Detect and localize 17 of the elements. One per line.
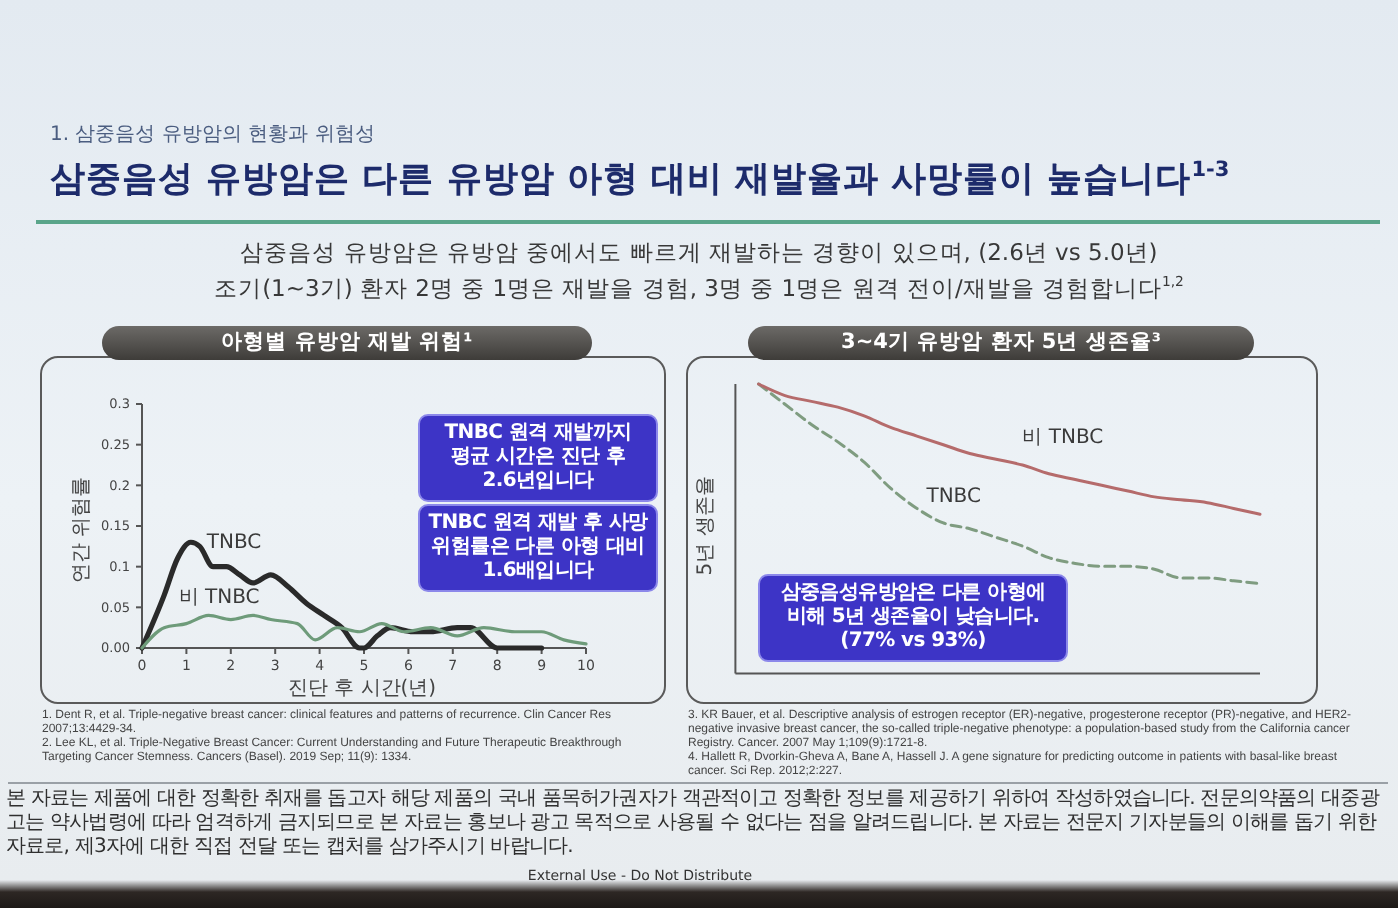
chart-title: 3~4기 유방암 환자 5년 생존율³ [748,326,1254,360]
annotation: TNBC 원격 재발까지 평균 시간은 진단 후 2.6년입니다 [418,414,658,502]
series-label: TNBC [204,531,262,554]
y-axis-title: 연간 위험률 [71,476,94,584]
text: 조기(1~3기) 환자 2명 중 1명은 재발을 경험, 3명 중 1명은 원격 전이/재발을 경험합니다$^{1,2}$ [212,274,1186,302]
series-label: TNBC [924,486,981,509]
text: 1. 삼중음성 유방암의 현황과 위험성 [50,122,375,148]
chart-title: 아형별 유방암 재발 위험¹ [102,326,592,360]
x-axis-title: 진단 후 시간(년) [287,678,437,700]
annotation: 삼중음성유방암은 다른 아형에 비해 5년 생존율이 낮습니다. (77% vs 93%) [758,574,1068,662]
series-label: 비 TNBC [1022,427,1104,450]
text: 삼중음성 유방암은 유방암 중에서도 빠르게 재발하는 경향이 있으며, (2.6년 vs 5.0년) [238,238,1160,266]
y-axis-title: 5년 생존율 [695,476,718,576]
text: 본 자료는 제품에 대한 정확한 취재를 돕고자 해당 제품의 국내 품목허가권자가 객관적이고 정확한 정보를 제공하기 위하여 작성하였습니다. 전문의약품의 대중광고는 약사법령에 따라 엄격하게 금지되므로 본 자료는 홍보나 광고 목적으로 사용될 수 없다는 점을 알려드립니다. 본 자료는 전문지 기자분들의 이해를 돕기 위한 자료로, 제3자에 대한 직접 전달 또는 캡처를 삼가주시기 바랍니다. [6,788,1382,860]
text: 삼중음성 유방암은 다른 유방암 아형 대비 재발율과 사망률이 높습니다$^{1-3}$ [50,156,1230,202]
annotation: TNBC 원격 재발 후 사망 위험률은 다른 아형 대비 1.6배입니다 [418,504,658,592]
series-label: 비 TNBC [178,586,260,609]
